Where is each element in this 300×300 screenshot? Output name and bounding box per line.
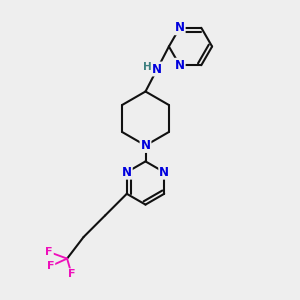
Text: N: N bbox=[159, 166, 169, 179]
Text: N: N bbox=[175, 21, 185, 34]
Text: N: N bbox=[175, 59, 185, 72]
Text: F: F bbox=[45, 247, 53, 257]
Text: N: N bbox=[152, 62, 162, 76]
Text: N: N bbox=[122, 166, 132, 179]
Text: F: F bbox=[68, 269, 75, 279]
Text: H: H bbox=[143, 61, 152, 72]
Text: F: F bbox=[47, 261, 54, 271]
Text: N: N bbox=[140, 139, 151, 152]
